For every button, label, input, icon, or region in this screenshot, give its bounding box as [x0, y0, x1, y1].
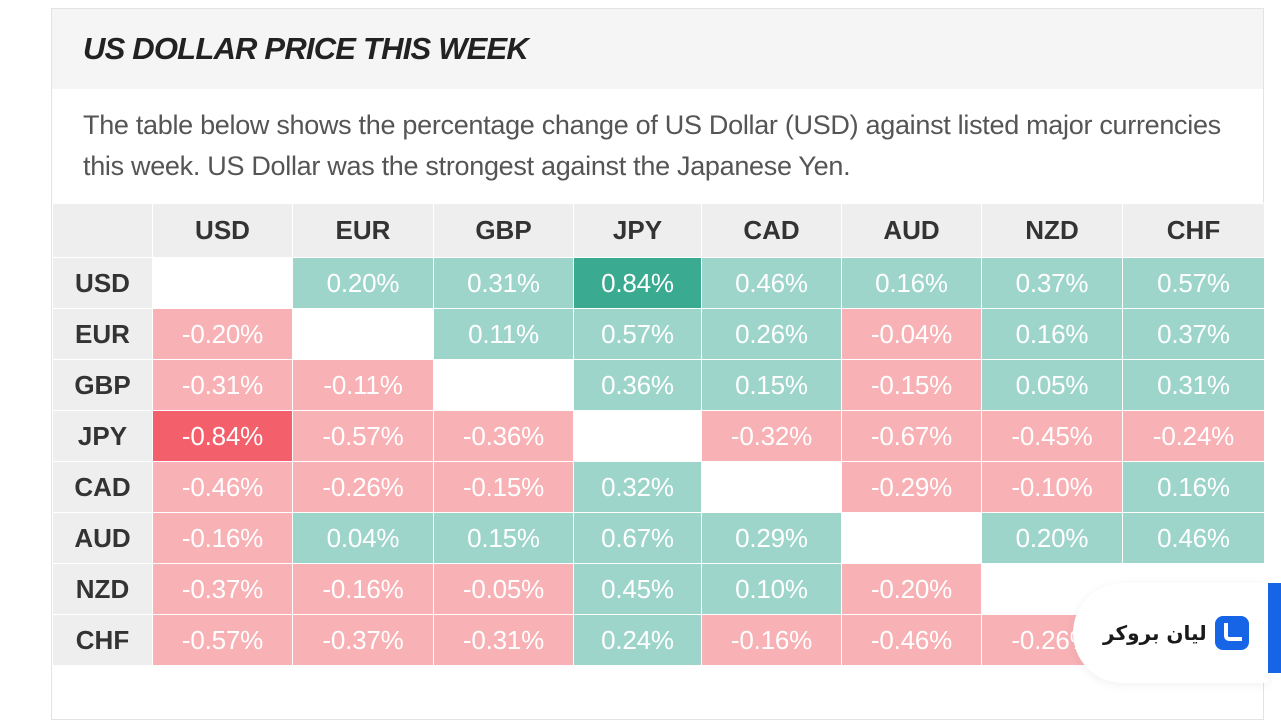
column-header-nzd: NZD	[981, 203, 1123, 258]
change-cell: -0.29%	[841, 461, 982, 513]
lian-broker-logo-icon	[1214, 616, 1249, 650]
change-cell: 0.20%	[981, 512, 1123, 564]
change-cell: 0.10%	[701, 563, 842, 615]
table-row: JPY -0.84% -0.57% -0.36% -0.32% -0.67% -0.45% -…	[52, 410, 1265, 462]
change-cell: 0.46%	[1122, 512, 1265, 564]
change-cell: 0.37%	[1122, 308, 1265, 360]
column-header-chf: CHF	[1122, 203, 1265, 258]
change-cell: 0.04%	[292, 512, 434, 564]
change-cell: -0.15%	[433, 461, 574, 513]
table-row: GBP -0.31% -0.11% 0.36% 0.15% -0.15% 0.05% 0.31…	[52, 359, 1265, 411]
change-cell: 0.31%	[1122, 359, 1265, 411]
change-cell: 0.32%	[573, 461, 702, 513]
change-cell: 0.11%	[433, 308, 574, 360]
change-cell: -0.16%	[292, 563, 434, 615]
change-cell: -0.36%	[433, 410, 574, 462]
column-header-eur: EUR	[292, 203, 434, 258]
row-header-cad: CAD	[52, 461, 153, 513]
column-header-cad: CAD	[701, 203, 842, 258]
row-header-usd: USD	[52, 257, 153, 309]
change-cell: -0.24%	[1122, 410, 1265, 462]
side-accent-bar	[1268, 583, 1281, 673]
change-cell: 0.57%	[1122, 257, 1265, 309]
change-cell	[152, 257, 293, 309]
change-cell: -0.04%	[841, 308, 982, 360]
change-cell: -0.67%	[841, 410, 982, 462]
badge-label: لیان بروکر	[1103, 621, 1207, 645]
change-cell: -0.31%	[152, 359, 293, 411]
change-cell: -0.10%	[981, 461, 1123, 513]
row-header-nzd: NZD	[52, 563, 153, 615]
change-cell: 0.36%	[573, 359, 702, 411]
change-cell: -0.37%	[152, 563, 293, 615]
column-header-jpy: JPY	[573, 203, 702, 258]
change-cell: 0.26%	[701, 308, 842, 360]
change-cell: -0.05%	[433, 563, 574, 615]
lian-broker-badge[interactable]: لیان بروکر	[1073, 583, 1268, 683]
change-cell: -0.16%	[701, 614, 842, 666]
table-row: AUD -0.16% 0.04% 0.15% 0.67% 0.29% 0.20% 0.46%	[52, 512, 1265, 564]
change-cell: -0.16%	[152, 512, 293, 564]
table-row: CAD -0.46% -0.26% -0.15% 0.32% -0.29% -0.10% 0.…	[52, 461, 1265, 513]
change-cell: -0.46%	[841, 614, 982, 666]
table-corner-cell	[52, 203, 153, 258]
change-cell	[573, 410, 702, 462]
change-cell: 0.05%	[981, 359, 1123, 411]
usd-price-card: US DOLLAR PRICE THIS WEEK The table belo…	[51, 8, 1265, 720]
change-cell: 0.84%	[573, 257, 702, 309]
change-cell	[701, 461, 842, 513]
table-row: USD 0.20% 0.31% 0.84% 0.46% 0.16% 0.37% 0.57%	[52, 257, 1265, 309]
row-header-gbp: GBP	[52, 359, 153, 411]
change-cell	[433, 359, 574, 411]
card-header: US DOLLAR PRICE THIS WEEK	[52, 9, 1263, 89]
change-cell: 0.24%	[573, 614, 702, 666]
change-cell: 0.37%	[981, 257, 1123, 309]
change-cell: -0.45%	[981, 410, 1123, 462]
change-cell: 0.67%	[573, 512, 702, 564]
table-row: EUR -0.20% 0.11% 0.57% 0.26% -0.04% 0.16% 0.37%	[52, 308, 1265, 360]
change-cell: -0.20%	[152, 308, 293, 360]
card-description: The table below shows the percentage cha…	[83, 110, 1221, 181]
table-body: USD 0.20% 0.31% 0.84% 0.46% 0.16% 0.37% 0.57% EU…	[52, 257, 1265, 666]
change-cell: -0.46%	[152, 461, 293, 513]
change-cell: 0.15%	[701, 359, 842, 411]
change-cell	[841, 512, 982, 564]
column-header-usd: USD	[152, 203, 293, 258]
column-header-gbp: GBP	[433, 203, 574, 258]
change-cell: -0.20%	[841, 563, 982, 615]
page-title: US DOLLAR PRICE THIS WEEK	[83, 31, 529, 66]
currency-change-table: USD EUR GBP JPY CAD AUD NZD CHF USD 0.20% 0.31% 0.…	[52, 203, 1265, 666]
change-cell: -0.57%	[292, 410, 434, 462]
row-header-aud: AUD	[52, 512, 153, 564]
column-header-aud: AUD	[841, 203, 982, 258]
change-cell: 0.57%	[573, 308, 702, 360]
change-cell	[292, 308, 434, 360]
change-cell: 0.45%	[573, 563, 702, 615]
table-header-row: USD EUR GBP JPY CAD AUD NZD CHF	[52, 203, 1265, 258]
change-cell: 0.29%	[701, 512, 842, 564]
change-cell: 0.16%	[981, 308, 1123, 360]
change-cell: -0.26%	[292, 461, 434, 513]
change-cell: -0.11%	[292, 359, 434, 411]
row-header-eur: EUR	[52, 308, 153, 360]
change-cell: 0.16%	[1122, 461, 1265, 513]
change-cell: -0.84%	[152, 410, 293, 462]
change-cell: 0.31%	[433, 257, 574, 309]
change-cell: -0.15%	[841, 359, 982, 411]
change-cell: -0.32%	[701, 410, 842, 462]
change-cell: -0.37%	[292, 614, 434, 666]
row-header-chf: CHF	[52, 614, 153, 666]
row-header-jpy: JPY	[52, 410, 153, 462]
change-cell: 0.16%	[841, 257, 982, 309]
change-cell: 0.46%	[701, 257, 842, 309]
change-cell: -0.57%	[152, 614, 293, 666]
change-cell: -0.31%	[433, 614, 574, 666]
change-cell: 0.15%	[433, 512, 574, 564]
change-cell: 0.20%	[292, 257, 434, 309]
